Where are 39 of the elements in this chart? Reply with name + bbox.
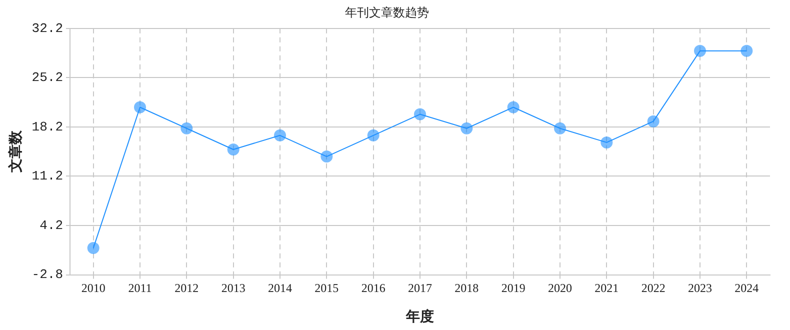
point <box>460 122 473 134</box>
y-tick-label: 4.2 <box>40 218 64 233</box>
point <box>367 129 380 142</box>
point <box>694 44 706 57</box>
x-tick-label: 2012 <box>174 281 199 296</box>
point <box>227 143 240 156</box>
x-tick-label: 2023 <box>688 281 712 296</box>
y-tick-label: -2.8 <box>32 267 64 282</box>
x-tick-label: 2016 <box>361 281 386 296</box>
x-tick-label: 2013 <box>221 281 246 296</box>
point <box>600 136 613 148</box>
y-tick-label: 11.2 <box>32 168 64 184</box>
point <box>180 122 193 134</box>
x-tick-label: 2019 <box>501 281 526 296</box>
x-tick-label: 2022 <box>641 281 666 296</box>
chart-title: 年刊文章数趋势 <box>345 5 429 20</box>
point <box>274 129 286 142</box>
point <box>740 44 753 57</box>
point <box>87 242 100 254</box>
x-tick-label: 2020 <box>548 281 572 296</box>
y-axis-title: 文章数 <box>7 130 24 174</box>
x-tick-label: 2010 <box>81 281 106 296</box>
x-tick-label: 2021 <box>594 281 619 296</box>
x-tick-label: 2011 <box>128 281 152 296</box>
point <box>554 122 566 134</box>
x-tick-label: 2024 <box>734 281 759 296</box>
point <box>647 115 660 128</box>
point <box>414 108 426 120</box>
x-tick-label: 2015 <box>314 281 339 296</box>
x-tick-label: 2017 <box>408 281 432 296</box>
point <box>507 101 520 114</box>
y-tick-label: 25.2 <box>32 70 64 86</box>
y-tick-label: 32.2 <box>32 20 64 36</box>
x-axis-title: 年度 <box>405 308 434 326</box>
point <box>320 150 333 163</box>
x-tick-label: 2018 <box>454 281 479 296</box>
point <box>134 101 146 114</box>
x-tick-label: 2014 <box>268 281 292 296</box>
y-tick-label: 18.2 <box>32 119 64 134</box>
